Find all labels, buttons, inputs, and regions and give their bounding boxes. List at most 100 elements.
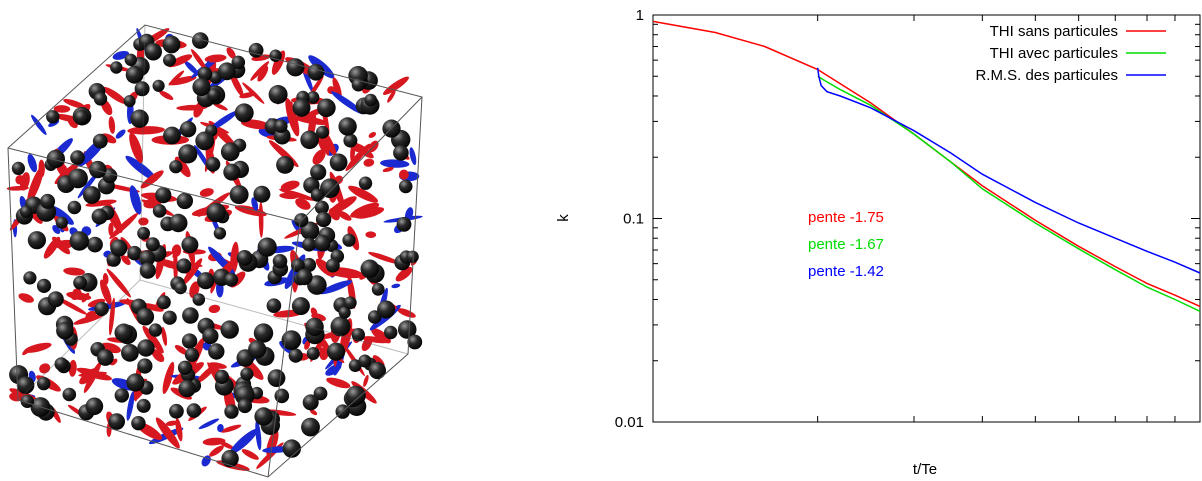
vortex-blob	[319, 280, 353, 295]
particle-sphere	[11, 161, 25, 175]
particle-sphere	[120, 343, 139, 362]
particle-sphere	[94, 301, 109, 317]
vortex-blob	[208, 110, 239, 132]
particle-sphere	[192, 77, 211, 97]
vortex-blob	[121, 255, 131, 265]
kinetic-energy-chart: 1 0.1 0.01 t/Te k THI sans particules THI a…	[555, 7, 1201, 478]
particle-sphere	[125, 65, 144, 84]
particle-sphere	[276, 156, 294, 174]
particle-sphere	[110, 239, 128, 257]
vortex-blob	[9, 392, 23, 402]
particle-sphere	[221, 449, 239, 468]
particle-sphere	[313, 386, 328, 401]
vortex-blob	[310, 307, 318, 316]
vortex-blob	[27, 153, 38, 173]
vortex-blob	[55, 296, 88, 315]
particle-sphere	[234, 103, 254, 123]
vortex-blob	[240, 119, 271, 130]
particle-sphere	[368, 361, 386, 380]
vortex-blob	[15, 175, 25, 185]
particle-sphere	[16, 376, 35, 395]
particle-sphere	[46, 149, 65, 169]
particle-sphere	[177, 360, 193, 375]
particle-sphere	[62, 387, 77, 402]
particle-sphere	[218, 62, 236, 81]
vortex-blob	[382, 166, 394, 173]
particle-sphere	[131, 416, 146, 431]
particle-sphere	[223, 163, 241, 181]
y-tick-label: 0.01	[615, 414, 644, 431]
particle-sphere	[253, 323, 274, 343]
particle-sphere	[156, 295, 171, 310]
particle-sphere	[320, 178, 340, 199]
particle-sphere	[114, 323, 133, 342]
vortex-blob	[365, 231, 377, 239]
particle-sphere	[97, 349, 114, 366]
particle-sphere	[89, 160, 107, 179]
vortex-blob	[31, 114, 47, 135]
particle-sphere	[169, 403, 184, 419]
vortex-blob	[309, 409, 318, 416]
particle-sphere	[23, 271, 37, 285]
particle-sphere	[358, 354, 372, 368]
particle-sphere	[360, 259, 380, 279]
particle-sphere	[240, 367, 254, 381]
particle-sphere	[338, 306, 351, 319]
particle-sphere	[145, 237, 160, 252]
particle-sphere	[302, 394, 319, 411]
vortex-blob	[350, 202, 380, 218]
legend: THI sans particules THI avec particules R.…	[975, 23, 1166, 84]
vortex-blob	[108, 222, 114, 236]
vortex-blob	[204, 54, 227, 63]
particle-sphere	[197, 66, 213, 82]
particle-sphere	[253, 185, 271, 203]
particle-sphere	[343, 133, 358, 148]
particle-sphere	[296, 268, 313, 286]
slope-annotation-3: pente -1.42	[808, 263, 884, 280]
legend-label-1: THI sans particules	[990, 23, 1118, 40]
particle-sphere	[139, 262, 156, 279]
particle-sphere	[36, 278, 52, 293]
particle-sphere	[137, 226, 151, 240]
particle-sphere	[202, 327, 219, 345]
particle-sphere	[174, 281, 187, 295]
particle-sphere	[152, 79, 165, 92]
particle-sphere	[162, 310, 177, 325]
vortex-blob	[363, 374, 369, 387]
vortex-blob	[168, 75, 197, 86]
particle-sphere	[248, 340, 267, 359]
particle-sphere	[47, 291, 64, 308]
particle-sphere	[178, 144, 198, 164]
vortex-blob	[292, 115, 329, 125]
vortex-blob	[68, 359, 77, 377]
vortex-blob	[326, 377, 351, 389]
particle-sphere	[195, 131, 215, 151]
particle-sphere	[267, 369, 286, 387]
vortex-blob	[155, 417, 180, 449]
vortex-blob	[78, 371, 108, 377]
particle-sphere	[301, 257, 317, 273]
particle-sphere	[257, 237, 277, 257]
vortex-blob	[175, 418, 183, 442]
vortex-blob	[380, 159, 410, 168]
series-line-2	[817, 75, 1201, 312]
particle-sphere	[317, 98, 336, 118]
particle-sphere	[19, 205, 33, 218]
vortex-blob	[77, 171, 100, 199]
particle-sphere	[208, 343, 225, 360]
vortex-blob	[295, 198, 311, 210]
particle-sphere	[162, 35, 181, 54]
vortex-blob	[397, 308, 416, 318]
particle-sphere	[197, 272, 215, 290]
vortex-blob	[27, 166, 44, 204]
particle-sphere	[40, 193, 56, 209]
vortex-blob	[108, 116, 116, 134]
particle-sphere	[137, 339, 155, 357]
particle-sphere	[266, 298, 282, 314]
vortex-blob	[159, 90, 174, 101]
vortex-blob	[140, 170, 164, 189]
legend-label-3: R.M.S. des particules	[975, 67, 1118, 84]
particle-sphere	[236, 250, 253, 266]
legend-label-2: THI avec particules	[990, 45, 1118, 62]
vortex-blob	[87, 298, 106, 308]
